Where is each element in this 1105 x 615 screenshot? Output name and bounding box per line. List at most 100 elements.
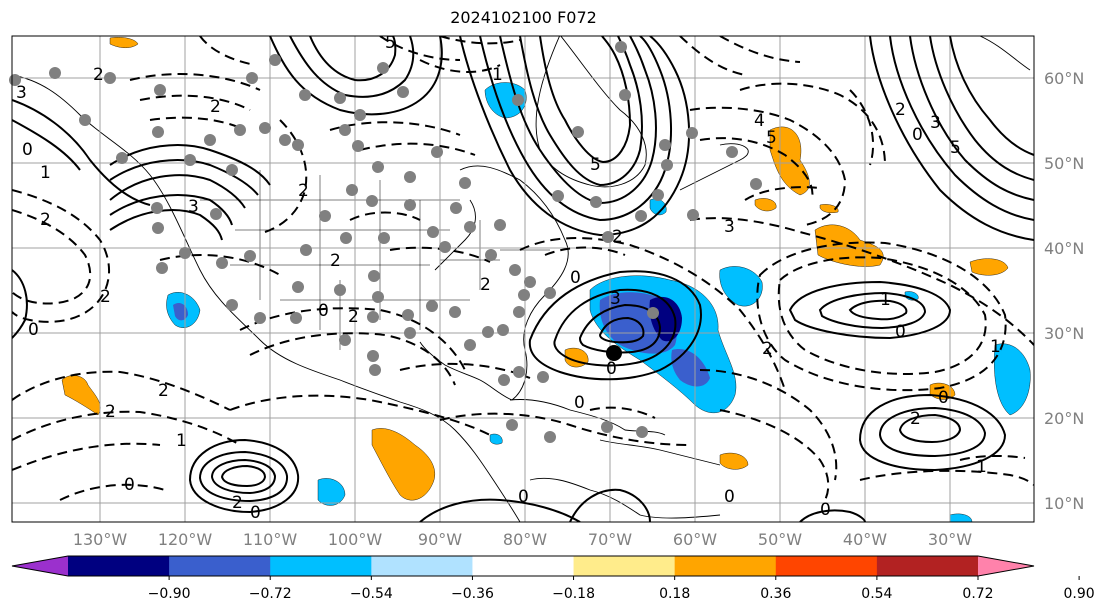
lon-label: 120°W [158, 530, 213, 549]
colorbar-extend-high [978, 556, 1034, 576]
contour-label: 0 [724, 487, 735, 507]
contour-label: 2 [330, 251, 341, 271]
contour-label: 1 [40, 163, 51, 183]
colorbar-tick-label: −0.72 [249, 586, 292, 602]
contour-label: 2 [480, 275, 491, 295]
shade-lightblue [994, 343, 1031, 416]
contour-label: 5 [385, 33, 396, 53]
contour-label: 2 [93, 65, 104, 85]
colorbar-tick-label: −0.90 [148, 586, 191, 602]
contour-label: 0 [938, 388, 949, 408]
shade-lightblue [317, 478, 346, 506]
contour-label: 2 [40, 210, 51, 230]
contour-label: 0 [518, 487, 529, 507]
contour-label: 2 [100, 287, 111, 307]
lon-label: 100°W [328, 530, 383, 549]
lat-label: 30°N [1044, 324, 1084, 343]
latitude-labels: 60°N 50°N 40°N 30°N 20°N 10°N [1044, 69, 1084, 513]
lon-label: 90°W [418, 530, 462, 549]
contour-label: 0 [606, 359, 617, 379]
contour-label: 0 [570, 268, 581, 288]
contour-label: 1 [976, 457, 987, 477]
colorbar-segment [876, 556, 979, 576]
colorbar-tick-label: −0.54 [350, 586, 393, 602]
lon-label: 50°W [758, 530, 802, 549]
contour-label: 0 [820, 500, 831, 520]
colorbar-outline [11, 555, 1035, 577]
contour-label: 0 [22, 140, 33, 160]
colorbar-tick-label: 0.90 [1064, 586, 1095, 602]
contour-label: 3 [16, 83, 27, 103]
contour-label: 2 [158, 381, 169, 401]
map-title: 2024102100 F072 [450, 8, 597, 27]
colorbar: −0.90 −0.72 −0.54 −0.36 −0.18 0.18 0.36 0.54 0.7… [11, 555, 1095, 602]
shade-orange [819, 204, 839, 213]
contour-label: 0 [574, 393, 585, 413]
colorbar-tick-label: 0.36 [760, 586, 791, 602]
contour-label: 2 [298, 181, 309, 201]
contour-label: 0 [895, 322, 906, 342]
shade-orange [109, 37, 139, 48]
shade-orange [371, 428, 436, 501]
contour-label: 5 [590, 155, 601, 175]
contour-label: 1 [492, 65, 503, 85]
lon-label: 70°W [588, 530, 632, 549]
colorbar-segment [169, 556, 271, 576]
station-markers [9, 41, 762, 443]
contour-label: 1 [176, 431, 187, 451]
solid-contours [12, 36, 1034, 522]
contour-label: 4 [754, 111, 765, 131]
contour-label: 2 [232, 493, 243, 513]
contour-label: 2 [105, 402, 116, 422]
contour-label: 2 [910, 409, 921, 429]
colorbar-segment [68, 556, 170, 576]
colorbar-tick-label: 0.54 [861, 586, 892, 602]
lon-label: 60°W [673, 530, 717, 549]
contour-label: 5 [950, 138, 961, 158]
lon-label: 110°W [243, 530, 298, 549]
contour-labels: 3 2 2 0 0 1 3 2 2 0 2 2 2 0 2 1 2 0 2 2 … [16, 33, 1001, 523]
contour-label: 5 [766, 128, 777, 148]
contour-label: 3 [188, 197, 199, 217]
shade-mediumblue [671, 349, 710, 387]
lat-label: 50°N [1044, 154, 1084, 173]
colorbar-segment [674, 556, 777, 576]
contour-label: 3 [610, 289, 621, 309]
contour-label: 0 [318, 301, 329, 321]
contour-label: 2 [895, 100, 906, 120]
storm-center-marker [606, 345, 622, 361]
contour-label: 1 [990, 337, 1001, 357]
colorbar-segment [270, 556, 372, 576]
contour-label: 3 [724, 217, 735, 237]
contour-label: 2 [210, 97, 221, 117]
shade-orange [969, 258, 1009, 276]
colorbar-tick-label: 0.18 [659, 586, 690, 602]
shade-orange [719, 452, 749, 470]
lon-label: 40°W [843, 530, 887, 549]
colorbar-tick-label: 0.72 [962, 586, 993, 602]
colorbar-extend-low [12, 556, 68, 576]
lat-label: 20°N [1044, 409, 1084, 428]
shade-lightblue [489, 433, 503, 445]
contour-label: 2 [762, 339, 773, 359]
colorbar-segment [371, 556, 473, 576]
shade-lightblue [719, 266, 763, 307]
contour-label: 2 [348, 307, 359, 327]
longitude-labels: 130°W 120°W 110°W 100°W 90°W 80°W 70°W 6… [73, 530, 972, 549]
lat-label: 60°N [1044, 69, 1084, 88]
contour-label: 0 [124, 475, 135, 495]
lat-label: 40°N [1044, 239, 1084, 258]
shade-orange [61, 375, 101, 416]
contour-label: 0 [250, 503, 261, 523]
contour-label: 3 [930, 113, 941, 133]
colorbar-tick-label: −0.36 [451, 586, 494, 602]
shade-lightblue [949, 513, 973, 522]
contour-label: 2 [612, 227, 623, 247]
colorbar-segment [573, 556, 676, 576]
colorbar-segment [472, 556, 575, 576]
contour-label: 1 [880, 290, 891, 310]
shade-orange [754, 198, 777, 212]
contour-label: 0 [28, 320, 39, 340]
colorbar-segment [775, 556, 878, 576]
